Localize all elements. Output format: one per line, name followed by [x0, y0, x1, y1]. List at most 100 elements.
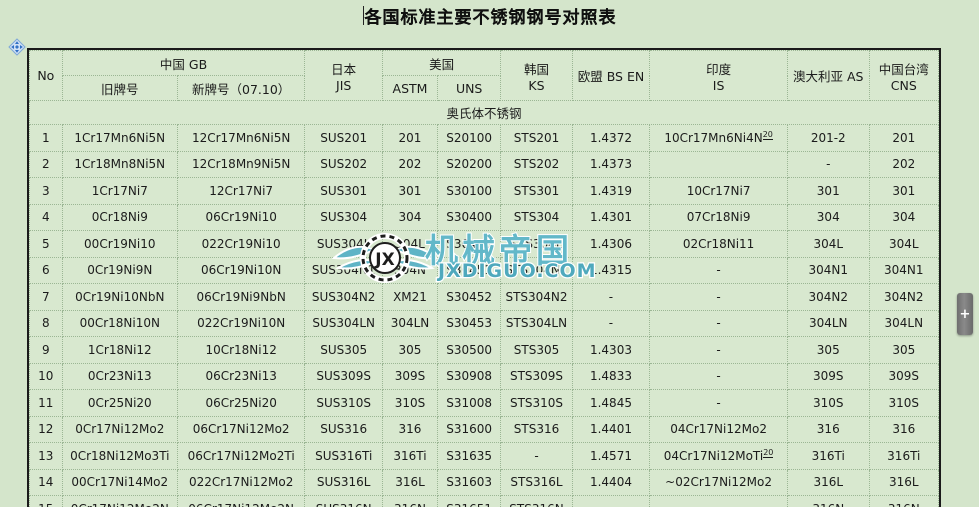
- cell-cns: 305: [868, 336, 939, 364]
- cell-gb-new: 06Cr17Ni12Mo2: [176, 415, 306, 443]
- cell-ks: STS316L: [500, 468, 573, 496]
- cell-gb-new: 12Cr17Ni7: [176, 177, 306, 205]
- table-header: No 中国 GB 日本 JIS 美国 韩国 KS 欧盟 BS EN 印度 IS: [29, 50, 939, 101]
- cell-cns: 304N2: [868, 283, 939, 311]
- cell-no: 1: [29, 124, 63, 152]
- header-group-japan: 日本 JIS: [304, 50, 383, 101]
- table-row: 14 00Cr17Ni14Mo2 022Cr17Ni12Mo2 SUS316L 316L…: [29, 468, 939, 496]
- table-row: 12 0Cr17Ni12Mo2 06Cr17Ni12Mo2 SUS316 316 S316…: [29, 415, 939, 443]
- cell-no: 12: [29, 415, 63, 443]
- cell-astm: 304N: [381, 256, 439, 284]
- cell-is: -: [649, 256, 788, 284]
- cell-cns: 316: [868, 415, 939, 443]
- cell-jis: SUS304N2: [304, 283, 383, 311]
- cell-en: 1.4315: [571, 256, 651, 284]
- cell-gb-new: 06Cr23Ni13: [176, 362, 306, 390]
- cell-uns: S31635: [437, 442, 502, 470]
- header-sub-jis: JIS: [336, 77, 352, 93]
- header-sub-cns: CNS: [890, 77, 917, 93]
- cell-as: 316Ti: [786, 442, 870, 470]
- cell-as: 201-2: [786, 124, 870, 152]
- cell-gb-new: 10Cr18Ni12: [176, 336, 306, 364]
- cell-no: 7: [29, 283, 63, 311]
- cell-cns: 316N: [868, 495, 939, 507]
- cell-ks: STS316N: [500, 495, 573, 507]
- comparison-table-container: No 中国 GB 日本 JIS 美国 韩国 KS 欧盟 BS EN 印度 IS: [27, 48, 941, 507]
- cell-en: 1.4845: [571, 389, 651, 417]
- header-group-korea-name: 韩国: [523, 61, 549, 77]
- cell-is: 04Cr17Ni12Mo2: [649, 415, 788, 443]
- cell-as: 304L: [786, 230, 870, 258]
- cell-jis: SUS304N1: [304, 256, 383, 284]
- cell-gb-old: 0Cr19Ni9N: [61, 256, 178, 284]
- cell-jis: SUS304L: [304, 230, 383, 258]
- header-group-taiwan-name: 中国台湾: [878, 61, 929, 77]
- cell-no: 13: [29, 442, 63, 470]
- cell-gb-old: 1Cr17Mn6Ni5N: [61, 124, 178, 152]
- cell-as: -: [786, 150, 870, 178]
- header-sub-ks: KS: [528, 77, 545, 93]
- header-sub-gb-old: 旧牌号: [61, 75, 178, 101]
- cell-en: 1.4319: [571, 177, 651, 205]
- cell-en: 1.4401: [571, 415, 651, 443]
- section-header-row: 奥氏体不锈钢: [29, 100, 939, 125]
- cell-astm: 310S: [381, 389, 439, 417]
- cell-ks: STS304L: [500, 230, 573, 258]
- cell-cns: 310S: [868, 389, 939, 417]
- cell-no: 15: [29, 495, 63, 507]
- cell-en: 1.4303: [571, 336, 651, 364]
- cell-cns: 301: [868, 177, 939, 205]
- cell-is-superscript: 20: [762, 130, 773, 141]
- cell-is: 10Cr17Ni7: [649, 177, 788, 205]
- table-body: 奥氏体不锈钢 1 1Cr17Mn6Ni5N 12Cr17Mn6Ni5N SUS201 2…: [29, 100, 939, 507]
- edge-expand-button[interactable]: +: [957, 293, 973, 335]
- header-group-usa: 美国: [381, 50, 502, 76]
- cell-gb-old: 0Cr25Ni20: [61, 389, 178, 417]
- cell-uns: S20100: [437, 124, 502, 152]
- move-4way-icon[interactable]: [8, 38, 26, 56]
- cell-gb-old: 00Cr17Ni14Mo2: [61, 468, 178, 496]
- cell-ks: STS304N1: [500, 256, 573, 284]
- cell-gb-new: 022Cr19Ni10N: [176, 309, 306, 337]
- section-title: 奥氏体不锈钢: [29, 100, 939, 125]
- header-group-china-gb: 中国 GB: [61, 50, 306, 76]
- cell-jis: SUS304: [304, 203, 383, 231]
- cell-jis: SUS305: [304, 336, 383, 364]
- cell-is: 04Cr17Ni12MoTi20: [649, 442, 788, 470]
- table-row: 3 1Cr17Ni7 12Cr17Ni7 SUS301 301 S30100 STS301 1…: [29, 177, 939, 205]
- cell-cns: 316L: [868, 468, 939, 496]
- cell-gb-new: 06Cr17Ni12Mo2Ti: [176, 442, 306, 470]
- header-sub-uns: UNS: [437, 75, 502, 101]
- cell-jis: SUS316Ti: [304, 442, 383, 470]
- cell-jis: SUS301: [304, 177, 383, 205]
- table-row: 2 1Cr18Mn8Ni5N 12Cr18Mn9Ni5N SUS202 202 S2020…: [29, 150, 939, 178]
- cell-ks: STS202: [500, 150, 573, 178]
- cell-jis: SUS310S: [304, 389, 383, 417]
- header-sub-gb-new: 新牌号（07.10）: [176, 75, 306, 101]
- cell-astm: 304L: [381, 230, 439, 258]
- header-group-india-name: 印度: [706, 61, 732, 77]
- cell-en: 1.4306: [571, 230, 651, 258]
- cell-en: 1.4833: [571, 362, 651, 390]
- cell-ks: STS305: [500, 336, 573, 364]
- header-group-india: 印度 IS: [649, 50, 788, 101]
- cell-astm: 304: [381, 203, 439, 231]
- cell-as: 309S: [786, 362, 870, 390]
- cell-is: 10Cr17Mn6Ni4N20: [649, 124, 788, 152]
- cell-ks: -: [500, 442, 573, 470]
- cell-no: 11: [29, 389, 63, 417]
- cell-as: 304LN: [786, 309, 870, 337]
- cell-uns: S31603: [437, 468, 502, 496]
- cell-en: -: [571, 309, 651, 337]
- cell-jis: SUS316L: [304, 468, 383, 496]
- cell-uns: S30400: [437, 203, 502, 231]
- cell-uns: S31600: [437, 415, 502, 443]
- cell-uns: S31008: [437, 389, 502, 417]
- cell-is: -: [649, 362, 788, 390]
- cell-en: 1.4571: [571, 442, 651, 470]
- header-row-groups: No 中国 GB 日本 JIS 美国 韩国 KS 欧盟 BS EN 印度 IS: [29, 50, 939, 101]
- cell-is: [649, 150, 788, 178]
- cell-gb-new: 12Cr17Mn6Ni5N: [176, 124, 306, 152]
- table-row: 4 0Cr18Ni9 06Cr19Ni10 SUS304 304 S30400 STS304…: [29, 203, 939, 231]
